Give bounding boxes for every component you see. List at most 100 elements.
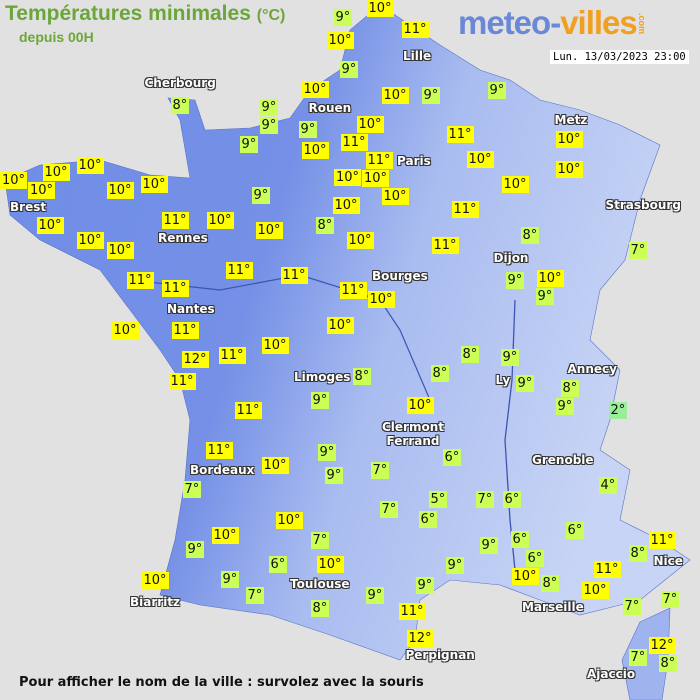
temperature-label[interactable]: 12°: [406, 630, 434, 647]
temperature-label[interactable]: 8°: [658, 655, 678, 672]
temperature-label[interactable]: 9°: [445, 556, 465, 574]
temperature-label[interactable]: 8°: [170, 96, 190, 114]
temperature-label[interactable]: 9°: [487, 81, 507, 99]
temperature-label[interactable]: 10°: [0, 171, 28, 189]
logo[interactable]: meteo-villes.com: [458, 4, 647, 42]
temperature-label[interactable]: 7°: [660, 590, 680, 608]
temperature-label[interactable]: 6°: [268, 555, 288, 573]
temperature-label[interactable]: 8°: [315, 216, 335, 234]
temperature-label[interactable]: 10°: [581, 582, 609, 599]
temperature-label[interactable]: 8°: [628, 544, 648, 562]
temperature-label[interactable]: 10°: [466, 150, 494, 168]
temperature-label[interactable]: 9°: [185, 540, 205, 558]
temperature-label[interactable]: 7°: [245, 586, 265, 604]
temperature-label[interactable]: 10°: [367, 290, 395, 308]
temperature-label[interactable]: 11°: [451, 200, 479, 218]
temperature-label[interactable]: 9°: [500, 348, 520, 366]
temperature-label[interactable]: 7°: [628, 241, 648, 259]
temperature-label[interactable]: 5°: [428, 490, 448, 508]
temperature-label[interactable]: 11°: [161, 279, 189, 297]
temperature-label[interactable]: 10°: [406, 396, 434, 414]
temperature-label[interactable]: 9°: [310, 391, 330, 409]
temperature-label[interactable]: 9°: [333, 8, 353, 26]
temperature-label[interactable]: 10°: [326, 316, 354, 334]
temperature-label[interactable]: 10°: [332, 196, 360, 214]
temperature-label[interactable]: 10°: [316, 555, 344, 573]
temperature-label[interactable]: 9°: [317, 443, 337, 461]
temperature-label[interactable]: 10°: [106, 241, 134, 259]
temperature-label[interactable]: 8°: [430, 364, 450, 382]
temperature-label[interactable]: 9°: [415, 576, 435, 594]
temperature-label[interactable]: 11°: [171, 321, 199, 339]
temperature-label[interactable]: 11°: [126, 271, 154, 289]
temperature-label[interactable]: 10°: [140, 175, 168, 193]
temperature-label[interactable]: 12°: [648, 637, 676, 654]
temperature-label[interactable]: 9°: [259, 99, 279, 116]
temperature-label[interactable]: 4°: [598, 476, 618, 494]
temperature-label[interactable]: 11°: [234, 401, 262, 419]
temperature-label[interactable]: 10°: [275, 511, 303, 529]
temperature-label[interactable]: 6°: [525, 550, 545, 567]
temperature-label[interactable]: 8°: [352, 367, 372, 385]
temperature-label[interactable]: 9°: [479, 536, 499, 554]
temperature-label[interactable]: 10°: [76, 231, 104, 249]
temperature-label[interactable]: 10°: [356, 116, 384, 134]
temperature-label[interactable]: 9°: [251, 186, 271, 204]
temperature-label[interactable]: 7°: [310, 531, 330, 549]
temperature-label[interactable]: 8°: [310, 599, 330, 617]
temperature-label[interactable]: 11°: [340, 134, 368, 152]
temperature-label[interactable]: 10°: [76, 156, 104, 174]
temperature-label[interactable]: 9°: [220, 570, 240, 588]
temperature-label[interactable]: 6°: [502, 490, 522, 508]
temperature-label[interactable]: 9°: [535, 287, 555, 305]
temperature-label[interactable]: 9°: [339, 60, 359, 78]
temperature-label[interactable]: 6°: [565, 521, 585, 539]
temperature-label[interactable]: 11°: [401, 20, 429, 38]
temperature-label[interactable]: 10°: [501, 175, 529, 193]
temperature-label[interactable]: 7°: [379, 500, 399, 518]
temperature-label[interactable]: 10°: [381, 188, 409, 206]
temperature-label[interactable]: 11°: [225, 261, 253, 279]
temperature-label[interactable]: 11°: [446, 125, 474, 143]
temperature-label[interactable]: 7°: [370, 461, 390, 479]
temperature-label[interactable]: 6°: [442, 449, 462, 466]
temperature-label[interactable]: 11°: [365, 152, 393, 170]
temperature-label[interactable]: 6°: [510, 530, 530, 548]
temperature-label[interactable]: 10°: [36, 216, 64, 234]
temperature-label[interactable]: 7°: [628, 649, 648, 666]
temperature-label[interactable]: 10°: [42, 164, 70, 181]
temperature-label[interactable]: 10°: [111, 321, 139, 339]
temperature-label[interactable]: 7°: [475, 490, 495, 508]
temperature-label[interactable]: 10°: [301, 141, 329, 159]
temperature-label[interactable]: 12°: [181, 350, 209, 368]
temperature-label[interactable]: 8°: [460, 345, 480, 363]
temperature-label[interactable]: 10°: [28, 182, 56, 199]
temperature-label[interactable]: 11°: [593, 560, 621, 578]
temperature-label[interactable]: 10°: [141, 571, 169, 589]
temperature-label[interactable]: 10°: [334, 168, 362, 186]
temperature-label[interactable]: 9°: [515, 374, 535, 392]
temperature-label[interactable]: 10°: [301, 80, 329, 98]
temperature-label[interactable]: 10°: [261, 456, 289, 474]
temperature-label[interactable]: 10°: [511, 568, 539, 585]
temperature-label[interactable]: 10°: [255, 221, 283, 239]
temperature-label[interactable]: 9°: [555, 398, 575, 415]
temperature-label[interactable]: 10°: [381, 86, 409, 104]
temperature-label[interactable]: 8°: [520, 226, 540, 244]
temperature-label[interactable]: 7°: [622, 597, 642, 615]
temperature-label[interactable]: 9°: [298, 120, 318, 138]
temperature-label[interactable]: 11°: [168, 372, 196, 390]
temperature-label[interactable]: 9°: [259, 117, 279, 134]
temperature-label[interactable]: 10°: [106, 181, 134, 199]
temperature-label[interactable]: 10°: [326, 31, 354, 49]
temperature-label[interactable]: 10°: [366, 0, 394, 17]
temperature-label[interactable]: 10°: [536, 269, 564, 287]
temperature-label[interactable]: 11°: [339, 281, 367, 299]
temperature-label[interactable]: 11°: [431, 236, 459, 254]
temperature-label[interactable]: 11°: [218, 346, 246, 364]
temperature-label[interactable]: 10°: [206, 211, 234, 229]
temperature-label[interactable]: 7°: [182, 480, 202, 498]
temperature-label[interactable]: 11°: [280, 266, 308, 284]
temperature-label[interactable]: 10°: [555, 130, 583, 148]
temperature-label[interactable]: 10°: [261, 336, 289, 354]
